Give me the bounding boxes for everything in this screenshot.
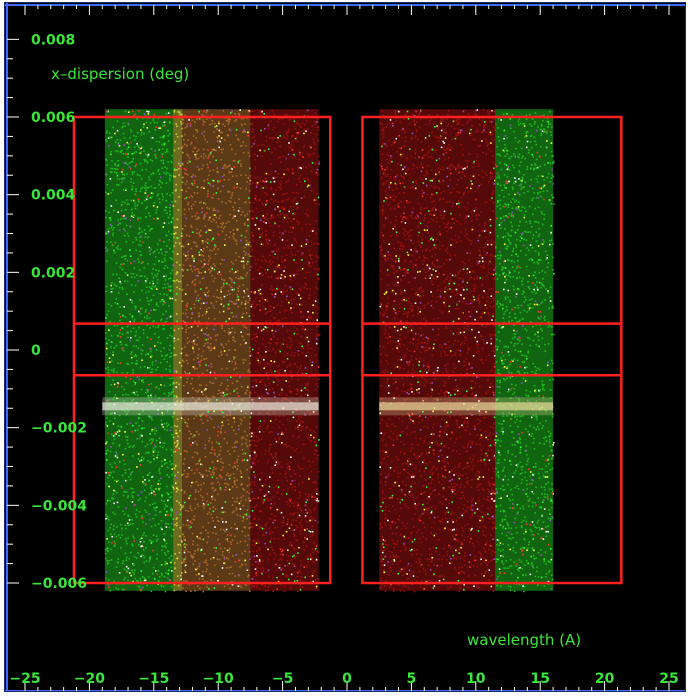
scatter-band-speckle-1 (104, 110, 175, 593)
y-tick-label: 0.002 (31, 265, 75, 281)
y-tick-label: 0 (31, 343, 41, 359)
x-axis-label: wavelength (A) (467, 631, 581, 649)
scatter-bands (104, 109, 555, 593)
y-axis-label: x–dispersion (deg) (51, 65, 189, 83)
scatter-band-speckle-4 (250, 109, 321, 593)
bright-streaks (102, 397, 554, 416)
x-tick-label: −20 (74, 671, 105, 687)
x-tick-label: −5 (272, 671, 293, 687)
tick-labels: −25 −20 −15 −10 −5 0 5 10 15 20 25 0.008 0.006 0.004 0… (9, 32, 678, 687)
detector-box-2 (361, 115, 623, 585)
scatter-band-2 (173, 109, 183, 591)
x-tick-label: 10 (466, 671, 486, 687)
scatter-band-6 (495, 109, 554, 591)
x-tick-label: −25 (9, 671, 40, 687)
x-tick-label: 0 (342, 671, 352, 687)
x-tick-label: 20 (595, 671, 615, 687)
x-tick-label: −10 (203, 671, 234, 687)
x-tick-label: 5 (407, 671, 417, 687)
y-tick-label: 0.006 (31, 110, 75, 126)
ticks (7, 5, 670, 691)
bright-streak-2 (379, 402, 554, 411)
scatter-band-5 (379, 109, 496, 591)
detector-boxes (72, 115, 623, 585)
x-tick-label: −15 (138, 671, 169, 687)
plot-frame: −25 −20 −15 −10 −5 0 5 10 15 20 25 0.008 0.006 0.004 0… (4, 2, 686, 692)
y-tick-label: −0.004 (31, 498, 87, 514)
detector-box-1 (72, 115, 332, 585)
scatter-band-speckle-3 (182, 109, 252, 593)
x-tick-label: 15 (530, 671, 549, 687)
bright-streak-1 (102, 402, 319, 411)
x-tick-label: 25 (659, 671, 678, 687)
y-tick-label: −0.002 (31, 421, 87, 437)
y-tick-label: 0.004 (31, 188, 76, 204)
scatter-band-1 (104, 109, 174, 591)
scatter-band-3 (182, 109, 251, 591)
scatter-band-speckle-5 (379, 109, 497, 593)
y-tick-label: 0.008 (31, 32, 75, 48)
scatter-plot: −25 −20 −15 −10 −5 0 5 10 15 20 25 0.008 0.006 0.004 0… (5, 3, 685, 691)
axes (5, 3, 685, 691)
y-tick-label: −0.006 (31, 576, 87, 592)
